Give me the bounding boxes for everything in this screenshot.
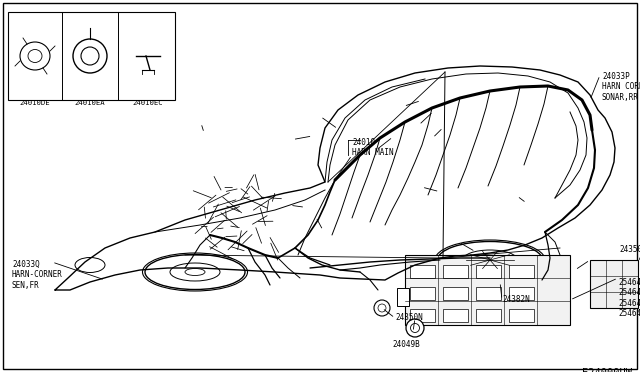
- Text: 24350N: 24350N: [395, 313, 423, 322]
- Ellipse shape: [406, 319, 424, 337]
- Bar: [590, 260, 638, 308]
- Bar: [476, 309, 501, 322]
- Bar: [476, 287, 501, 300]
- Bar: [443, 287, 468, 300]
- Text: 24010EA: 24010EA: [75, 100, 106, 106]
- Bar: [410, 265, 435, 278]
- Bar: [397, 288, 409, 306]
- Ellipse shape: [374, 300, 390, 316]
- Ellipse shape: [143, 253, 248, 291]
- Bar: [509, 309, 534, 322]
- Ellipse shape: [170, 263, 220, 281]
- Bar: [410, 309, 435, 322]
- Text: 24350NA: 24350NA: [620, 245, 640, 254]
- Bar: [443, 265, 468, 278]
- Bar: [509, 265, 534, 278]
- Text: 24033P
HARN CORNER
SONAR,RR: 24033P HARN CORNER SONAR,RR: [602, 72, 640, 102]
- Text: 24049B: 24049B: [392, 340, 420, 349]
- Text: E24000UW: E24000UW: [582, 368, 632, 372]
- Text: 25464+A(10A)
25464+B(15A)
25464+C(25A)
25464+D(30A): 25464+A(10A) 25464+B(15A) 25464+C(25A) 2…: [618, 278, 640, 318]
- Text: 24382N: 24382N: [502, 295, 530, 304]
- Text: 24010DE: 24010DE: [20, 100, 51, 106]
- Bar: [405, 255, 570, 325]
- Bar: [443, 309, 468, 322]
- Bar: [8, 12, 175, 100]
- Bar: [509, 287, 534, 300]
- Text: 24010EC: 24010EC: [132, 100, 163, 106]
- Text: 24033Q
HARN-CORNER
SEN,FR: 24033Q HARN-CORNER SEN,FR: [12, 260, 63, 290]
- Bar: [410, 287, 435, 300]
- Ellipse shape: [463, 250, 518, 270]
- Bar: [476, 265, 501, 278]
- Ellipse shape: [435, 240, 545, 280]
- Text: 24010
HARN MAIN: 24010 HARN MAIN: [352, 138, 394, 157]
